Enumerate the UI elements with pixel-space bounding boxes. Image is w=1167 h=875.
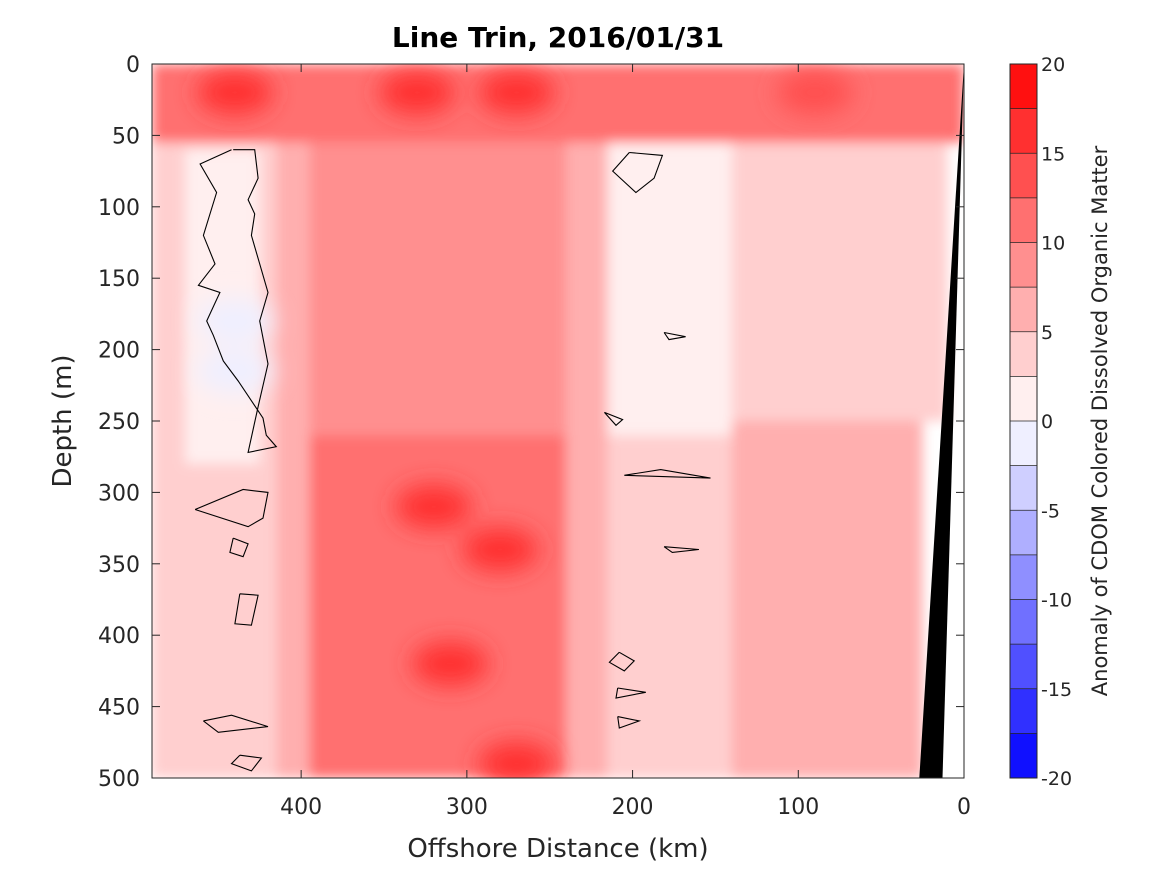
colorbar-segment [1010, 465, 1037, 511]
x-tick-label: 0 [957, 795, 971, 820]
zero-contour [229, 537, 249, 558]
x-axis-label: Offshore Distance (km) [407, 834, 708, 864]
anomaly-hotspot [412, 641, 489, 686]
colorbar-segment [1010, 510, 1037, 556]
anomaly-zone [607, 435, 732, 778]
colorbar-segment [1010, 421, 1037, 467]
colorbar-segment [1010, 64, 1037, 110]
zero-contour [611, 151, 664, 194]
zero-contour [608, 651, 636, 672]
x-tick-label: 400 [280, 795, 322, 820]
y-tick-label: 350 [98, 553, 140, 578]
anomaly-hotspot [462, 527, 538, 572]
colorbar-ticks: 20 15 10 5 0 -5 -10 -15 -20 [1041, 54, 1072, 790]
anomaly-hotspot [478, 741, 555, 778]
colorbar-segment [1010, 644, 1037, 690]
colorbar-tick-label: 15 [1041, 143, 1065, 165]
y-tick-label: 450 [98, 696, 140, 721]
anomaly-zone [309, 142, 567, 436]
zero-contour [603, 411, 624, 427]
colorbar-tick-label: -10 [1041, 590, 1072, 612]
zero-contour [197, 149, 278, 454]
colorbar-tick-label: -20 [1041, 768, 1072, 790]
colorbar-segment [1010, 331, 1037, 377]
plot-area [151, 63, 965, 779]
anomaly-hotspot [196, 70, 273, 115]
zero-contour [194, 488, 269, 528]
zero-contour [617, 716, 642, 729]
zero-contour [663, 546, 699, 553]
y-tick-label: 100 [98, 196, 140, 221]
x-tick-label: 300 [446, 795, 488, 820]
y-axis-label: Depth (m) [48, 354, 78, 487]
anomaly-zone [276, 142, 310, 778]
anomaly-hotspot [776, 70, 853, 115]
colorbar-segment [1010, 153, 1037, 199]
anomaly-zone [732, 142, 948, 422]
colorbar-segment [1010, 733, 1037, 779]
colorbar [1009, 63, 1038, 779]
zero-contour [203, 714, 269, 733]
anomaly-field [152, 64, 964, 778]
y-tick-label: 200 [98, 339, 140, 364]
anomaly-hotspot [196, 349, 273, 394]
anomaly-hotspot [478, 70, 555, 115]
colorbar-segment [1010, 242, 1037, 288]
colorbar-segment [1010, 554, 1037, 600]
zero-contour [230, 754, 263, 772]
y-tick-label: 500 [98, 767, 140, 792]
y-tick-label: 300 [98, 481, 140, 506]
colorbar-segment [1010, 108, 1037, 154]
chart-title: Line Trin, 2016/01/31 [392, 21, 724, 54]
y-tick-label: 150 [98, 267, 140, 292]
colorbar-segment [1010, 287, 1037, 333]
zero-contour [663, 331, 686, 341]
anomaly-zone [566, 142, 608, 778]
seafloor-bathymetry [919, 64, 964, 778]
colorbar-segment [1010, 376, 1037, 422]
y-tick-label: 0 [126, 53, 140, 78]
y-tick-label: 400 [98, 624, 140, 649]
anomaly-hotspots [196, 70, 853, 778]
anomaly-zone [732, 421, 923, 778]
x-tick-label: 100 [777, 795, 819, 820]
zero-contour [624, 469, 711, 479]
colorbar-segment [1010, 688, 1037, 734]
colorbar-tick-label: 10 [1041, 233, 1065, 255]
zero-contour [615, 687, 646, 699]
colorbar-tick-label: -15 [1041, 679, 1072, 701]
colorbar-tick-label: -5 [1041, 500, 1060, 522]
y-tick-label: 50 [112, 124, 140, 149]
colorbar-segment [1010, 197, 1037, 243]
colorbar-tick-label: 20 [1041, 54, 1065, 76]
y-tick-label: 250 [98, 410, 140, 435]
colorbar-frame [1009, 63, 1038, 779]
colorbar-tick-label: 5 [1041, 322, 1053, 344]
y-axis-ticks: 0 50 100 150 200 250 300 350 400 450 500 [98, 53, 964, 792]
anomaly-hotspot [196, 299, 273, 344]
anomaly-zone [607, 142, 732, 436]
anomaly-hotspot [379, 70, 456, 115]
colorbar-label: Anomaly of CDOM Colored Dissolved Organi… [1088, 145, 1112, 696]
x-axis-ticks: 400 300 200 100 0 [280, 64, 971, 820]
zero-contours [194, 149, 711, 772]
zero-contour [234, 593, 259, 626]
x-tick-label: 200 [612, 795, 654, 820]
colorbar-tick-label: 0 [1041, 411, 1053, 433]
anomaly-hotspot [395, 484, 472, 529]
colorbar-segment [1010, 599, 1037, 645]
